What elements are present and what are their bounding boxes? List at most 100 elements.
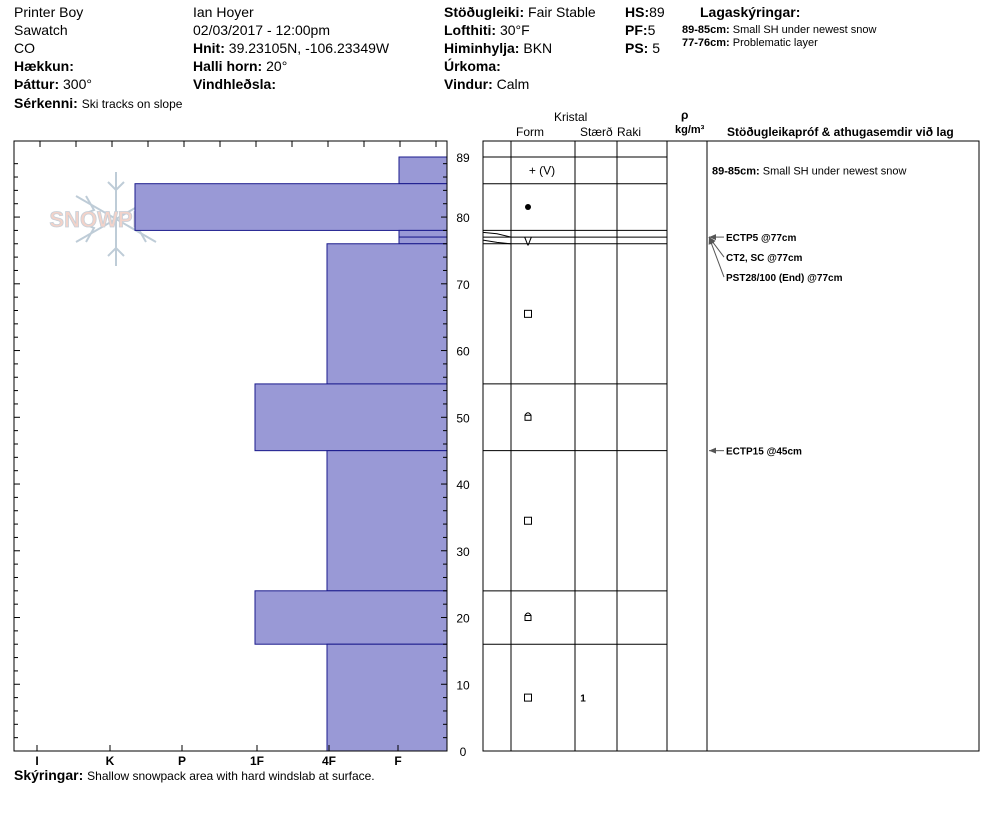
hardness-bar <box>326 643 448 752</box>
crystal-symbol <box>524 309 532 318</box>
y-tick-label: 60 <box>456 345 470 359</box>
hardness-bar <box>398 156 448 185</box>
coordinates-label: Hnit: <box>193 40 225 56</box>
wind-value: Calm <box>496 76 530 92</box>
plot-frame <box>13 140 448 752</box>
y-tick-label: 40 <box>456 478 470 492</box>
stability-test-label: CT2, SC @77cm <box>726 253 803 264</box>
y-tick-label: 80 <box>456 211 470 225</box>
layer-note-text: Small SH under newest snow <box>732 24 877 36</box>
crystal-symbol <box>524 612 532 616</box>
sky-label: Himinhylja: <box>444 40 520 56</box>
y-tick-label: 89 <box>456 151 470 165</box>
y-tick-label: 20 <box>456 612 470 626</box>
crystal-symbol <box>524 615 532 622</box>
y-tick-label: 50 <box>456 411 470 425</box>
form-header: Form <box>516 125 544 139</box>
stability-test-label: ECTP15 @45cm <box>726 447 802 458</box>
location-name: Printer Boy <box>14 4 84 20</box>
crystal-symbol <box>524 693 532 702</box>
footer-notes-label: Skýringar: <box>14 767 84 783</box>
layer-comment: 89-85cm: Small SH under newest snow <box>712 165 906 177</box>
crystal-form-label: + (V) <box>529 163 555 177</box>
air-temp-field: Lofthiti: 30°F <box>444 22 530 38</box>
layer-table <box>482 140 980 752</box>
crystal-header: Kristal <box>554 110 588 124</box>
hs-label: HS: <box>625 4 650 20</box>
coordinates-value: 39.23105N, -106.23349W <box>228 40 390 56</box>
hs-field: HS:89 <box>625 4 665 20</box>
y-tick-label: 30 <box>456 545 470 559</box>
crystal-symbol <box>524 516 532 525</box>
x-tick-label: I <box>35 754 38 768</box>
precip-label: Úrkoma: <box>444 58 501 74</box>
crystal-symbol <box>525 204 531 211</box>
density-symbol: ρ <box>681 108 689 122</box>
observation-datetime: 02/03/2017 - 12:00pm <box>193 22 330 38</box>
hardness-bar <box>326 450 448 592</box>
wind-loading-field: Vindhleðsla: <box>193 76 276 92</box>
hardness-bar <box>398 229 448 238</box>
stability-test-label: PST28/100 (End) @77cm <box>726 273 843 284</box>
pf-value: 5 <box>647 22 656 38</box>
test-arrow-head <box>709 447 716 454</box>
precip-field: Úrkoma: <box>444 58 501 74</box>
slope-label: Halli horn: <box>193 58 263 74</box>
x-tick-label: P <box>178 754 186 768</box>
footer-notes: Skýringar: Shallow snowpack area with ha… <box>14 767 375 783</box>
wind-label: Vindur: <box>444 76 493 92</box>
pf-label: PF: <box>625 22 648 38</box>
x-tick-label: K <box>106 754 115 768</box>
test-arrow-head <box>708 237 715 245</box>
sky-value: BKN <box>523 40 553 56</box>
sky-field: Himinhylja: BKN <box>444 40 552 56</box>
crystal-form-label: V <box>524 234 532 248</box>
pf-field: PF:5 <box>625 22 655 38</box>
y-tick-label: 0 <box>460 745 467 759</box>
layer-note: 77-76cm: Problematic layer <box>682 37 818 49</box>
elevation-label: Hækkun: <box>14 58 74 74</box>
test-arrow-head <box>709 234 716 241</box>
hardness-bar <box>326 243 448 385</box>
specifics-label: Sérkenni: <box>14 95 78 111</box>
coordinates-field: Hnit: 39.23105N, -106.23349W <box>193 40 389 56</box>
x-tick-label: 1F <box>250 754 264 768</box>
wind-field: Vindur: Calm <box>444 76 529 92</box>
mountain-range: Sawatch <box>14 22 68 38</box>
stability-field: Stöðugleiki: Fair Stable <box>444 4 596 20</box>
size-header: Stærð <box>580 125 613 139</box>
specifics-field: Sérkenni: Ski tracks on slope <box>14 95 182 111</box>
wind-loading-label: Vindhleðsla: <box>193 76 276 92</box>
crystal-size-label: 1 <box>580 694 586 705</box>
crystal-symbol <box>524 412 532 416</box>
stability-test-label: ECTP5 @77cm <box>726 233 796 244</box>
air-temp-label: Lofthiti: <box>444 22 497 38</box>
hardness-bar <box>398 236 448 245</box>
layer-note: 89-85cm: Small SH under newest snow <box>682 24 876 36</box>
thin-layer-connector <box>482 239 512 245</box>
specifics-value: Ski tracks on slope <box>81 97 183 111</box>
y-tick-label: 10 <box>456 678 470 692</box>
hs-value: 89 <box>649 4 665 20</box>
aspect-value: 300° <box>63 76 92 92</box>
aspect-label: Þáttur: <box>14 76 60 92</box>
moisture-header: Raki <box>617 125 642 139</box>
ps-label: PS: <box>625 40 649 56</box>
hardness-bar <box>254 590 448 645</box>
thin-layer-connector <box>482 231 512 238</box>
stability-label: Stöðugleiki: <box>444 4 525 20</box>
state: CO <box>14 40 35 56</box>
layer-note-text: Problematic layer <box>732 37 818 49</box>
air-temp-value: 30°F <box>499 22 530 38</box>
tests-header: Stöðugleikapróf & athugasemdir við lag <box>727 125 954 139</box>
x-tick-label: 4F <box>322 754 336 768</box>
crystal-symbol <box>524 414 532 421</box>
slope-field: Halli horn: 20° <box>193 58 287 74</box>
hardness-bar <box>134 183 448 231</box>
observer-name: Ian Hoyer <box>193 4 254 20</box>
layer-note-range: 77-76cm: <box>682 37 730 49</box>
ps-field: PS: 5 <box>625 40 660 56</box>
layer-notes-title: Lagaskýringar: <box>700 4 801 20</box>
layer-note-range: 89-85cm: <box>682 24 730 36</box>
